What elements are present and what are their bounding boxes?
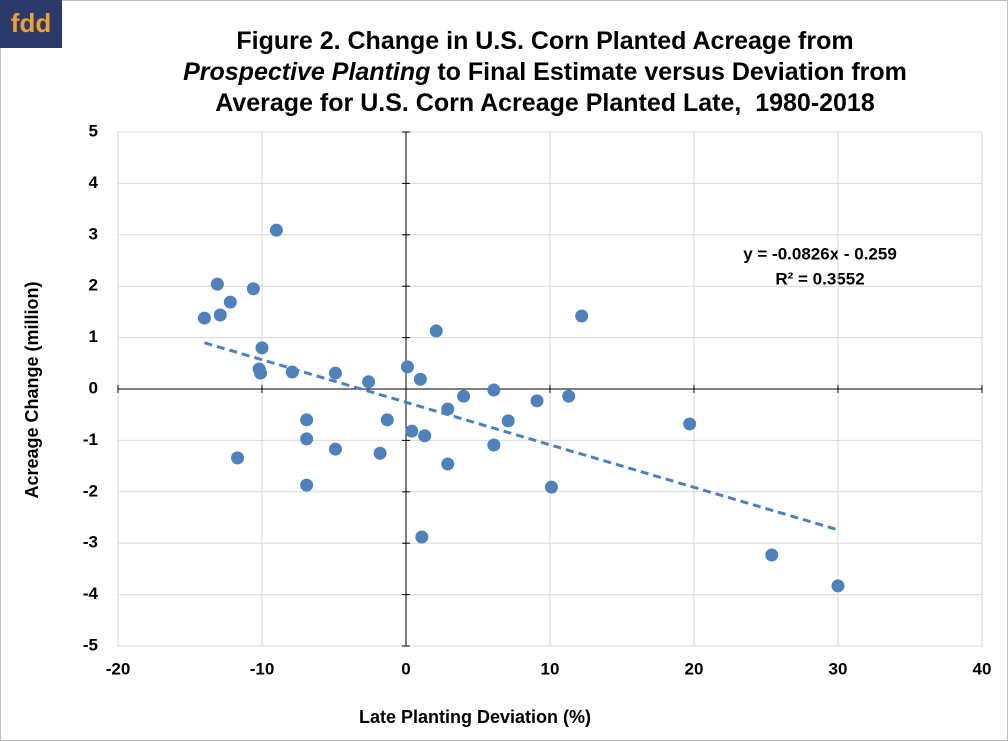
- point: [683, 417, 697, 431]
- point: [457, 389, 471, 403]
- title-line: to Final Estimate versus Deviation from: [430, 58, 907, 86]
- y-axis-label: Acreage Change (million): [22, 281, 42, 498]
- chart-title: Prospective Planting to Final Estimate v…: [183, 58, 907, 86]
- trend-equation: y = -0.0826x - 0.259: [743, 244, 897, 263]
- point: [269, 223, 283, 237]
- logo: fdd: [11, 8, 51, 38]
- x-tick-label: 0: [401, 659, 410, 678]
- point: [328, 442, 342, 456]
- y-tick-label: 2: [89, 276, 98, 295]
- point: [254, 366, 268, 380]
- y-tick-label: 5: [89, 121, 98, 140]
- point: [530, 394, 544, 408]
- title-line: Figure 2. Change in U.S. Corn Planted Ac…: [236, 27, 853, 55]
- point: [300, 432, 314, 446]
- point: [405, 424, 419, 438]
- trendline: [203, 341, 839, 532]
- point: [255, 341, 269, 355]
- y-tick-label: -5: [83, 635, 98, 654]
- x-tick-label: -20: [106, 659, 131, 678]
- point: [231, 451, 245, 465]
- x-tick-label: 40: [973, 659, 992, 678]
- x-axis-label: Late Planting Deviation (%): [359, 707, 591, 727]
- point: [831, 579, 845, 593]
- point: [544, 480, 558, 494]
- point: [362, 375, 376, 389]
- point: [328, 366, 342, 380]
- point: [197, 311, 211, 325]
- y-tick-label: 4: [89, 173, 99, 192]
- y-tick-label: 3: [89, 224, 98, 243]
- point: [223, 295, 237, 309]
- point: [429, 324, 443, 338]
- point: [210, 277, 224, 291]
- point: [300, 413, 314, 427]
- point: [487, 383, 501, 397]
- point: [575, 309, 589, 323]
- y-tick-label: -3: [83, 533, 98, 552]
- title-line: Average for U.S. Corn Acreage Planted La…: [215, 89, 875, 117]
- point: [765, 548, 779, 562]
- point: [300, 478, 314, 492]
- y-tick-label: -1: [83, 430, 98, 449]
- point: [501, 414, 515, 428]
- y-tick-label: -4: [83, 584, 99, 603]
- point: [562, 389, 576, 403]
- chart-title: Average for U.S. Corn Acreage Planted La…: [215, 89, 875, 117]
- point: [373, 446, 387, 460]
- y-tick-label: -2: [83, 481, 98, 500]
- point: [487, 438, 501, 452]
- x-tick-label: 10: [541, 659, 560, 678]
- point: [418, 429, 432, 443]
- point: [246, 282, 260, 296]
- x-tick-label: 30: [829, 659, 848, 678]
- point: [213, 308, 227, 322]
- point: [415, 530, 429, 544]
- y-tick-label: 0: [89, 378, 98, 397]
- r-squared: R² = 0.3552: [775, 269, 864, 288]
- logo-box: [0, 0, 62, 48]
- chart-title: Figure 2. Change in U.S. Corn Planted Ac…: [236, 27, 853, 55]
- title-italic: Prospective Planting: [183, 58, 430, 86]
- point: [441, 457, 455, 471]
- x-tick-label: -10: [250, 659, 275, 678]
- point: [380, 413, 394, 427]
- point: [413, 372, 427, 386]
- point: [400, 360, 414, 374]
- x-tick-label: 20: [685, 659, 704, 678]
- y-tick-label: 1: [89, 327, 98, 346]
